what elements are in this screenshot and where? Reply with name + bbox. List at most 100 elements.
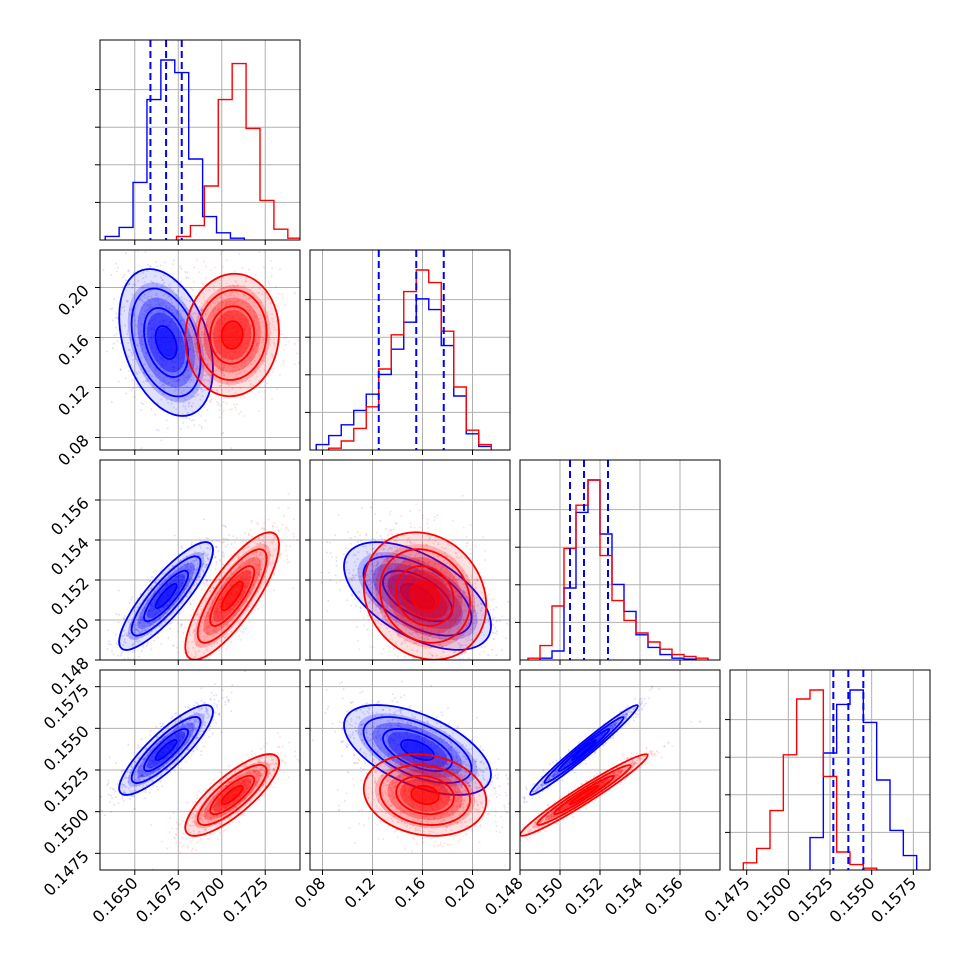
sample-point [223,555,226,558]
sample-point [190,404,193,407]
panel-1-1 [305,249,511,455]
sample-point [146,377,149,380]
sample-point [252,300,255,303]
sample-point [228,292,231,295]
sample-point [200,414,203,417]
sample-point [193,553,196,556]
sample-point [494,626,497,629]
sample-point [171,565,174,568]
sample-point [238,368,241,371]
sample-point [222,595,225,598]
sample-point [269,322,272,325]
sample-point [245,342,248,345]
sample-point [172,369,175,372]
sample-point [222,349,225,352]
sample-point [236,600,239,603]
sample-point [249,570,252,573]
sample-point [176,310,179,313]
sample-point [216,301,219,304]
sample-point [289,545,292,548]
sample-point [183,297,186,300]
sample-point [168,320,171,323]
sample-point [183,666,185,668]
sample-point [150,606,153,609]
sample-point [235,352,238,355]
sample-point [157,298,160,301]
sample-point [179,559,182,562]
sample-point [232,315,235,318]
sample-point [153,602,156,605]
sample-point [169,627,172,630]
sample-point [196,394,199,397]
sample-point [198,336,201,339]
sample-point [193,564,196,567]
sample-point [346,599,349,602]
sample-point [161,310,164,313]
sample-point [135,628,138,631]
sample-point [263,522,266,525]
sample-point [196,565,199,568]
sample-point [219,329,222,332]
sample-point [225,301,228,304]
sample-point [178,309,181,312]
sample-point [220,432,223,435]
sample-point [240,322,243,325]
sample-point [204,374,207,377]
sample-point [267,297,270,300]
sample-point [150,245,152,247]
sample-point [215,327,218,330]
sample-point [216,601,219,604]
sample-point [219,278,222,281]
sample-point [253,320,256,323]
sample-point [163,387,166,390]
sample-point [96,295,98,297]
sample-point [136,636,139,639]
sample-point [212,285,215,288]
sample-point [257,410,260,413]
sample-point [213,598,216,601]
sample-point [177,580,180,583]
sample-point [261,339,264,342]
sample-point [139,317,142,320]
sample-point [194,312,197,315]
sample-point [140,632,143,635]
sample-point [140,307,143,310]
sample-point [114,316,117,319]
sample-point [151,623,154,626]
sample-point [219,296,222,299]
sample-point [204,314,207,317]
sample-point [193,629,196,632]
sample-point [206,579,209,582]
sample-point [134,607,137,610]
sample-point [204,312,207,315]
sample-point [253,348,256,351]
sample-point [128,269,131,272]
sample-point [241,267,244,270]
sample-point [199,398,202,401]
sample-point [205,632,208,635]
sample-point [255,322,258,325]
sample-point [190,565,193,568]
sample-point [223,346,226,349]
sample-point [132,657,135,660]
sample-point [213,607,216,610]
sample-point [189,300,192,303]
sample-point [344,569,347,572]
sample-point [461,494,464,497]
sample-point [174,593,177,596]
sample-point [162,364,165,367]
sample-point [204,560,207,563]
sample-point [140,350,143,353]
panel-frame [309,249,511,451]
sample-point [141,608,144,611]
sample-point [140,663,142,665]
sample-point [211,341,214,344]
sample-point [135,325,138,328]
sample-point [147,610,150,613]
sample-point [150,595,153,598]
sample-point [202,564,205,567]
sample-point [177,576,180,579]
sample-point [163,389,166,392]
sample-point [243,579,246,582]
sample-point [233,286,236,289]
